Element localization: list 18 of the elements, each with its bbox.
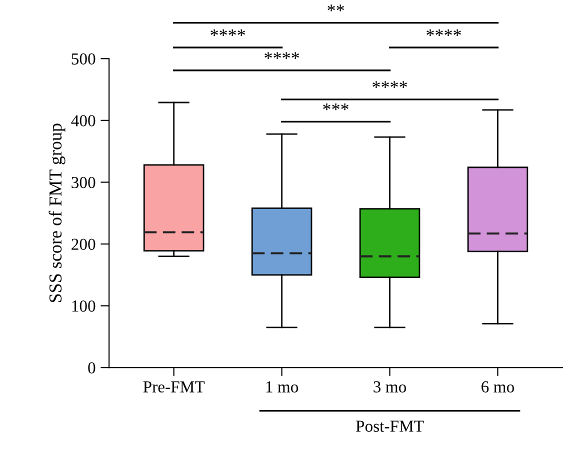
y-tick-label: 500 — [72, 53, 96, 65]
y-tick-label: 100 — [72, 300, 96, 312]
annotation: **** — [372, 81, 407, 88]
y-tick-label: 400 — [71, 115, 96, 126]
x-tick-label: Pre-FMT — [143, 381, 205, 392]
text: ** — [328, 4, 344, 12]
annotation: *** — [323, 104, 348, 110]
annotation: **** — [264, 52, 299, 59]
text: Post-FMT — [356, 420, 424, 432]
x-tick-label: 1 mo — [266, 381, 298, 392]
y-tick-label: 0 — [88, 362, 96, 374]
text: **** — [426, 29, 461, 36]
y-tick-label: 200 — [72, 238, 96, 250]
y-tick-label: 300 — [72, 176, 96, 188]
x-tick-label: 6 mo — [482, 381, 514, 392]
y-axis-title: SSS score of FMT group — [48, 124, 66, 302]
x-tick-label: 3 mo — [374, 381, 406, 392]
text: **** — [210, 29, 246, 36]
